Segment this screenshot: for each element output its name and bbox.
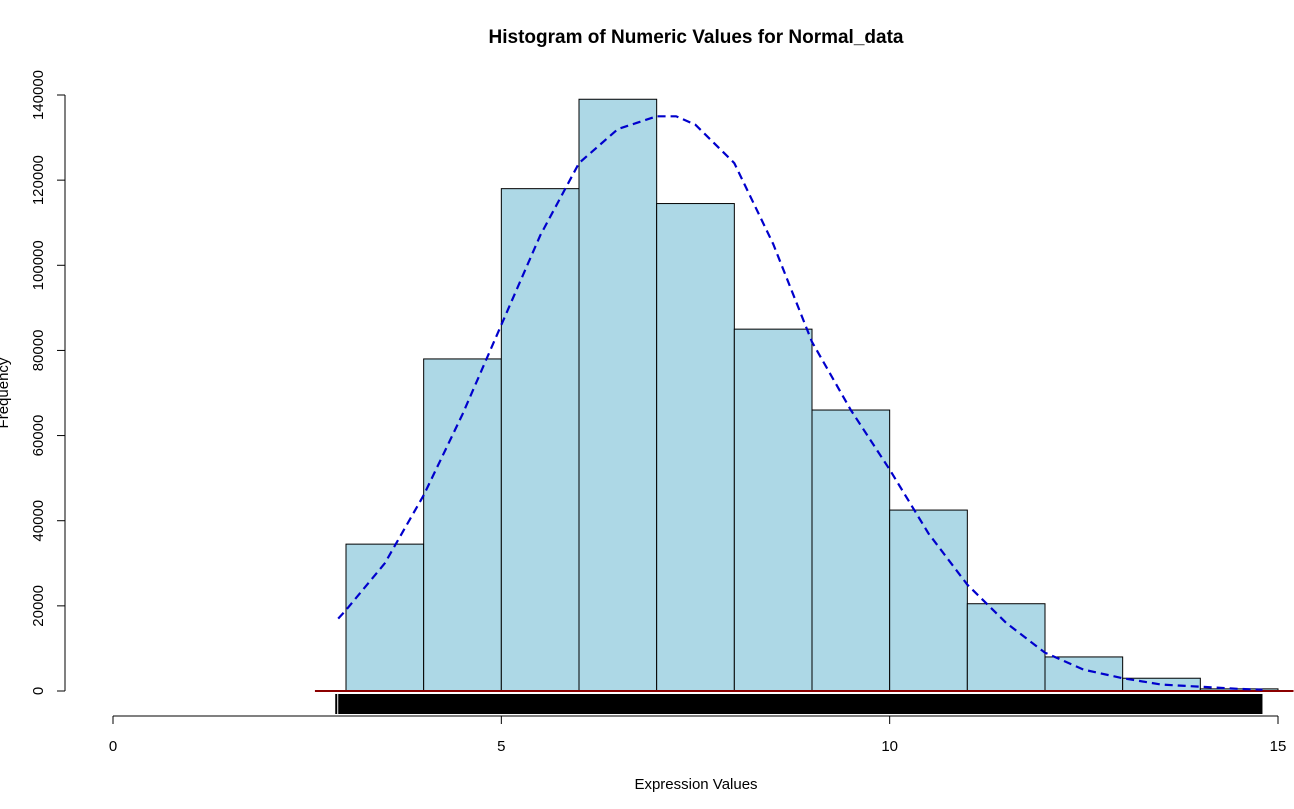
x-tick-label-3: 15 — [1270, 738, 1287, 755]
curve-layer — [337, 115, 1263, 691]
x-tick-label-2: 10 — [881, 738, 898, 755]
y-tick-label-0: 0 — [30, 687, 47, 695]
rug-band — [338, 694, 1263, 714]
x-tick-label-1: 5 — [497, 738, 505, 755]
y-tick-label-6: 120000 — [30, 155, 47, 205]
y-tick-label-2: 40000 — [30, 500, 47, 542]
histogram-bar-1 — [423, 358, 502, 692]
histogram-bar-3 — [578, 98, 658, 692]
histogram-bar-8 — [966, 603, 1046, 692]
histogram-bar-4 — [656, 203, 735, 692]
histogram-bar-6 — [811, 409, 891, 692]
histogram-bar-5 — [733, 328, 813, 692]
y-tick-label-4: 80000 — [30, 330, 47, 372]
y-tick-label-3: 60000 — [30, 415, 47, 457]
chart-title: Histogram of Numeric Values for Normal_d… — [489, 27, 904, 48]
rug-layer — [314, 690, 1294, 714]
x-axis-label: Expression Values — [634, 776, 757, 793]
y-tick-label-1: 20000 — [30, 585, 47, 627]
x-axis: 0 5 10 15 — [109, 715, 1287, 755]
histogram-bar-2 — [500, 188, 580, 692]
histogram-bar-10 — [1122, 677, 1201, 692]
y-tick-label-7: 140000 — [30, 70, 47, 120]
histogram-bar-0 — [345, 543, 425, 692]
density-curve — [337, 115, 1263, 691]
bars-layer — [345, 98, 1279, 692]
histogram-bar-7 — [889, 509, 968, 692]
y-axis-label: Frequency — [0, 357, 12, 428]
x-tick-label-0: 0 — [109, 738, 117, 755]
y-tick-label-5: 100000 — [30, 240, 47, 290]
y-axis: 0 20000 40000 60000 80000 100000 120000 140000 — [30, 70, 66, 695]
histogram-bar-9 — [1044, 656, 1124, 692]
